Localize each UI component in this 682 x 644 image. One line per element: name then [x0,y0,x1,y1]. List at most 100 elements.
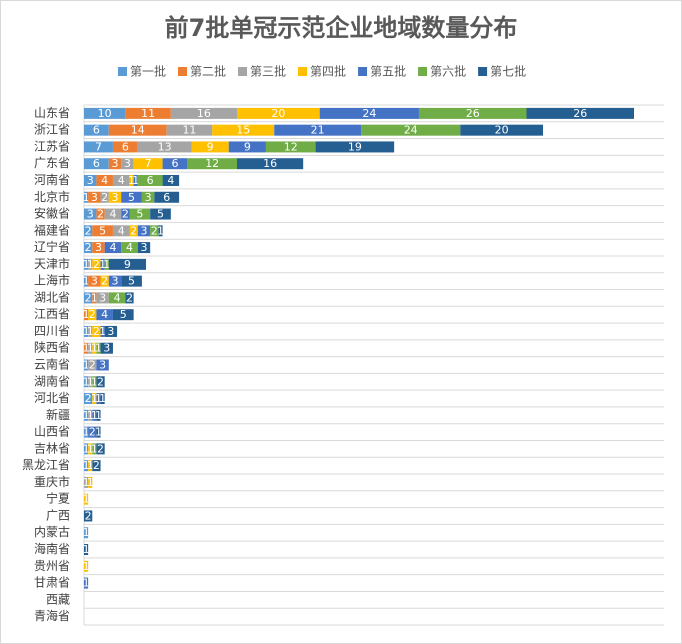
y-tick-label: 内蒙古 [34,524,70,539]
value-label: 1 [128,174,135,187]
bar-segment [121,275,142,287]
value-label: 2 [151,224,158,237]
bar-segment [108,191,122,203]
bar-segment [96,292,109,304]
bar-segment [84,527,89,539]
bar-segment [88,342,93,354]
legend-label: 第二批 [190,64,226,79]
y-tick-label: 北京市 [34,189,70,204]
value-label: 5 [128,191,135,204]
value-label: 4 [114,291,121,304]
legend-label: 第七批 [490,64,526,79]
value-label: 2 [89,359,96,372]
bar-segment [100,325,105,337]
value-label: 2 [89,426,96,439]
value-label: 4 [126,241,133,254]
value-label: 1 [95,342,102,355]
value-label: 3 [145,191,152,204]
value-label: 1 [83,476,90,489]
y-tick-label: 上海市 [34,273,70,288]
bar-segment [84,325,89,337]
value-label: 3 [95,241,102,254]
bar-segment [84,191,89,203]
bar-segment [125,292,134,304]
y-tick-label: 海南省 [34,541,70,556]
bar-segment [96,376,105,388]
y-tick-label: 云南省 [34,357,70,372]
value-label: 1 [91,291,98,304]
legend-swatch [418,67,428,76]
value-label: 3 [112,275,119,288]
value-label: 5 [128,275,135,288]
bar-segment [84,141,113,153]
bar-segment [84,393,93,405]
value-label: 1 [83,526,90,539]
bar-segment [137,225,151,237]
value-label: 1 [87,476,94,489]
y-tick-label: 陕西省 [34,340,70,355]
y-tick-label: 西藏 [46,592,70,606]
bar-segment [100,275,109,287]
bar-segment [92,225,113,237]
bar-segment [460,124,544,136]
y-tick-label: 山东省 [34,106,70,120]
bar-segment [84,409,89,421]
bar-segment [92,258,101,270]
bar-segment [100,393,105,405]
bar-segment [125,107,171,119]
value-label: 1 [157,224,164,237]
legend-swatch [178,67,188,76]
bar-segment [237,158,304,170]
y-tick-label: 宁夏 [46,491,70,506]
bar-segment [129,225,138,237]
value-label: 13 [158,140,172,153]
value-label: 1 [87,258,94,271]
value-label: 1 [83,325,90,338]
bar-segment [100,258,105,270]
value-label: 2 [93,459,100,472]
value-label: 2 [89,308,96,321]
bar-segment [92,376,97,388]
y-tick-label: 河南省 [34,172,70,187]
value-label: 1 [83,359,90,372]
bar-segment [96,309,113,321]
value-label: 1 [99,325,106,338]
value-label: 11 [182,124,196,137]
value-label: 5 [120,308,127,321]
value-label: 9 [124,258,131,271]
bar-segment [228,141,266,153]
legend-label: 第一批 [130,64,166,79]
value-label: 1 [99,392,106,405]
bar-segment [162,158,188,170]
value-label: 1 [91,442,98,455]
y-tick-label: 吉林省 [34,441,70,455]
value-label: 1 [83,275,90,288]
value-label: 1 [83,426,90,439]
bar-segment [162,174,180,186]
bar-segment [141,191,155,203]
value-label: 1 [87,375,94,388]
bar-segment [88,376,93,388]
bar-segment [104,258,109,270]
value-label: 1 [83,543,90,556]
bar-segment [84,342,89,354]
value-label: 1 [99,258,106,271]
bar-segment [92,292,97,304]
legend-swatch [478,67,488,76]
value-label: 2 [101,275,108,288]
bar-segment [96,426,101,438]
bar-segment [88,409,93,421]
value-label: 16 [263,157,277,170]
bar-segment [84,460,89,472]
value-label: 2 [93,258,100,271]
y-tick-label: 贵州省 [34,559,70,573]
bar-segment [84,309,89,321]
bar-segment [92,393,97,405]
bar-segment [237,107,320,119]
legend-swatch [298,67,308,76]
bar-segment [150,208,171,220]
value-label: 4 [109,208,116,221]
bar-segment [84,225,93,237]
